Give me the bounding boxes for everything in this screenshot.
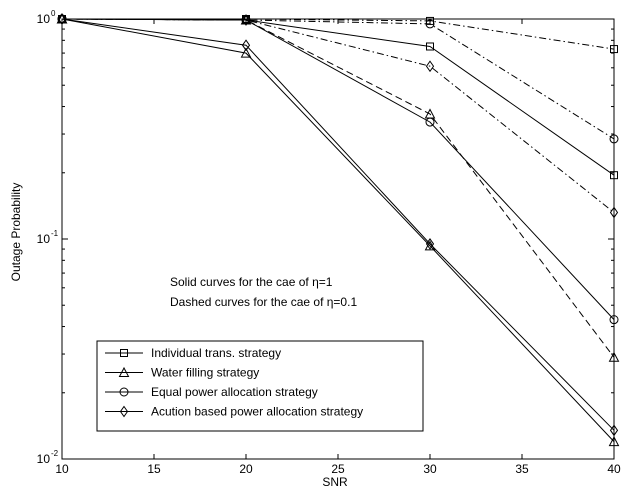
legend: Individual trans. strategy Water filling … (96, 340, 424, 432)
x-tick-label: 25 (331, 462, 345, 476)
y-tick-label: 10 (37, 12, 51, 26)
diamond-marker (425, 60, 435, 73)
diamond-marker (119, 405, 129, 418)
x-tick-label: 40 (607, 462, 621, 476)
legend-label: Acution based power allocation strategy (151, 405, 363, 419)
y-axis-label: Outage Probability (9, 183, 23, 282)
x-tick-label: 15 (147, 462, 161, 476)
legend-label: Equal power allocation strategy (151, 385, 318, 399)
legend-box (96, 340, 424, 432)
triangle-marker (240, 47, 252, 58)
triangle-marker (118, 366, 130, 377)
x-tick-label: 10 (55, 462, 69, 476)
x-tick-label: 35 (515, 462, 529, 476)
y-tick-exponent: 0 (51, 9, 56, 18)
square-marker (426, 42, 434, 51)
square-marker (120, 349, 128, 357)
legend-entry: Water filling strategy (105, 366, 259, 380)
series-line (61, 18, 615, 442)
circle-marker (119, 387, 129, 397)
x-axis-label: SNR (322, 475, 348, 489)
series-line (61, 18, 615, 431)
circle-marker (425, 117, 435, 127)
diamond-marker (241, 14, 251, 26)
annotation-solid: Solid curves for the cae of η=1 (170, 275, 333, 289)
legend-entry: Acution based power allocation strategy (105, 405, 363, 419)
diamond-marker (241, 39, 251, 52)
legend-label: Individual trans. strategy (151, 346, 281, 360)
y-tick-exponent: -1 (51, 229, 59, 238)
legend-entry: Equal power allocation strategy (105, 385, 318, 399)
legend-label: Water filling strategy (151, 366, 259, 380)
diamond-marker (425, 238, 435, 250)
y-tick-exponent: -2 (51, 449, 59, 458)
x-tick-label: 30 (423, 462, 437, 476)
legend-entry: Individual trans. strategy (105, 346, 281, 360)
x-tick-label: 20 (239, 462, 253, 476)
annotation-dashed: Dashed curves for the cae of η=0.1 (170, 295, 357, 309)
y-tick-label: 10 (37, 452, 51, 466)
y-tick-label: 10 (37, 232, 51, 246)
